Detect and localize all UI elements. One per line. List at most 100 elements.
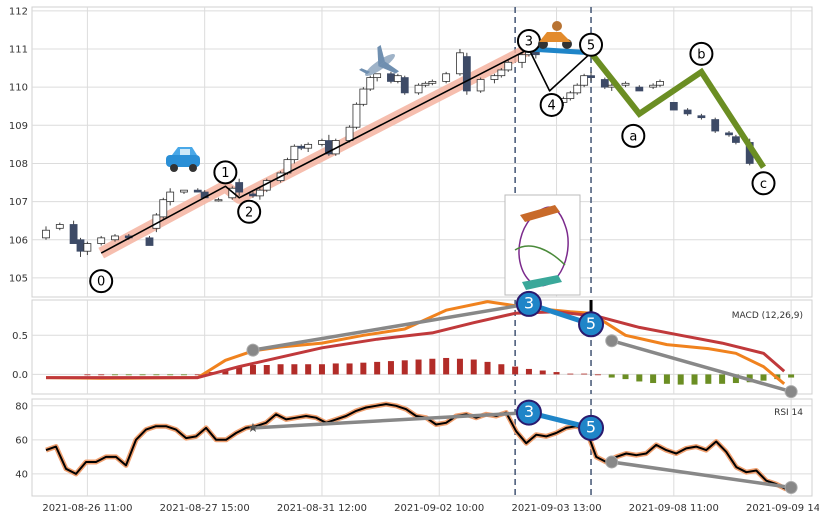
x-tick-label: 2021-09-02 10:00	[394, 503, 484, 514]
wave-label-c-circle	[751, 171, 776, 196]
candle	[669, 101, 678, 111]
rsi-tick-label: 40	[15, 469, 28, 480]
macd-histogram-bar	[788, 374, 795, 378]
candle	[373, 73, 382, 78]
macd-histogram-bar	[360, 362, 367, 375]
rsi-panel: 40 60 80 ★ 3 5	[15, 398, 813, 497]
x-tick-label: 2021-09-08 11:00	[629, 503, 719, 514]
correction-abc-line	[588, 50, 767, 169]
candle	[352, 103, 361, 128]
macd-histogram-bar	[470, 359, 477, 375]
wave-label-4-text: 4	[547, 98, 555, 113]
candle	[442, 73, 451, 82]
macd-histogram-bar	[663, 374, 670, 384]
macd-histogram-bar	[456, 358, 463, 375]
rsi-legend-label: RSI 14	[774, 408, 803, 418]
candle	[732, 136, 740, 143]
rsi-label-5-text: 5	[586, 417, 596, 436]
macd-divergence-dot	[784, 385, 798, 399]
impulse-wave-line-tail	[528, 48, 592, 92]
rsi-label-5-circle	[578, 414, 605, 441]
wave-label-c-text: c	[760, 177, 767, 192]
price-panel: 105 106 107 108 109 110 111 112 0 1 2 3 4 5 a b c	[9, 6, 813, 298]
candle	[428, 81, 437, 84]
macd-histogram-bar	[512, 366, 519, 375]
price-tick-label: 109	[9, 121, 28, 132]
wave-label-4-circle	[539, 92, 564, 117]
macd-histogram-bar	[153, 374, 160, 376]
wave-label-b-text: b	[697, 47, 705, 62]
plane-wing	[378, 61, 400, 74]
macd-histogram-bar	[691, 374, 698, 385]
candle	[497, 69, 506, 77]
car-icon	[166, 147, 200, 172]
macd-histogram-bar	[498, 364, 505, 375]
wave-label-2-circle	[237, 199, 262, 224]
candle	[193, 189, 202, 193]
candle	[711, 119, 720, 132]
candle	[621, 82, 630, 86]
candle	[635, 86, 644, 92]
macd-histogram-bar	[553, 372, 560, 375]
macd-histogram-bar	[760, 374, 767, 381]
candle	[297, 145, 306, 149]
macd-histogram-bar	[194, 374, 201, 376]
macd-label-3-text: 3	[524, 293, 534, 312]
scooter-icon	[538, 21, 572, 49]
rsi-divergence-line	[611, 460, 792, 490]
macd-histogram-bar	[594, 374, 601, 376]
wave-label-3-text: 3	[525, 34, 533, 49]
wave-label-b-circle	[689, 41, 714, 66]
macd-divergence-line	[252, 302, 530, 352]
candle	[83, 243, 92, 252]
macd-label-5-text: 5	[586, 314, 596, 333]
car-wheel	[189, 164, 197, 172]
price-tick-label: 106	[9, 235, 28, 246]
price-tick-label: 112	[9, 6, 28, 17]
macd-histogram-bar	[346, 363, 353, 375]
impulse-wave-line	[100, 48, 530, 254]
candle	[290, 145, 299, 161]
inset-train	[520, 205, 560, 222]
macd-histogram-bar	[263, 365, 270, 375]
wave-label-0-circle	[89, 269, 114, 294]
wave-label-2-text: 2	[245, 205, 253, 220]
x-tick-label: 2021-09-09 14:00	[746, 503, 819, 514]
macd-histogram-bar	[608, 374, 615, 378]
macd-histogram-bar	[249, 365, 256, 375]
macd-histogram-bar	[732, 374, 739, 384]
candle	[345, 126, 354, 141]
candle	[180, 189, 188, 193]
wave-label-a-circle	[621, 123, 646, 148]
macd-histogram-bar	[567, 373, 574, 375]
candle	[656, 81, 664, 86]
price-tick-label: 108	[9, 159, 28, 170]
macd-label-5-circle	[578, 311, 605, 338]
candle	[55, 224, 64, 229]
macd-histogram-bar	[291, 364, 298, 375]
macd-histogram-bar	[719, 374, 726, 384]
candle	[214, 199, 223, 202]
candle	[518, 54, 526, 63]
macd-histogram-bar	[705, 374, 712, 384]
candle	[166, 191, 175, 203]
macd-histogram-bar	[622, 374, 629, 380]
price-tick-label: 105	[9, 273, 28, 284]
macd-histogram-bar	[636, 374, 643, 382]
macd-histogram-bar	[98, 374, 105, 376]
rsi-label-3-text: 3	[524, 402, 534, 421]
macd-divergence-line	[611, 339, 792, 394]
car-body	[166, 155, 200, 167]
macd-histogram-bar	[429, 358, 436, 375]
x-tick-label: 2021-08-31 12:00	[277, 503, 367, 514]
wave-label-1-text: 1	[221, 166, 229, 181]
candle	[649, 84, 658, 88]
macd-histogram-bar	[125, 374, 132, 376]
macd-histogram-bar	[387, 361, 394, 375]
rsi-label-3-circle	[515, 399, 542, 426]
price-tick-label: 111	[9, 44, 28, 55]
rsi-divergence-dot	[784, 480, 798, 494]
macd-histogram-bar	[111, 374, 118, 376]
macd-histogram-bar	[305, 364, 312, 375]
